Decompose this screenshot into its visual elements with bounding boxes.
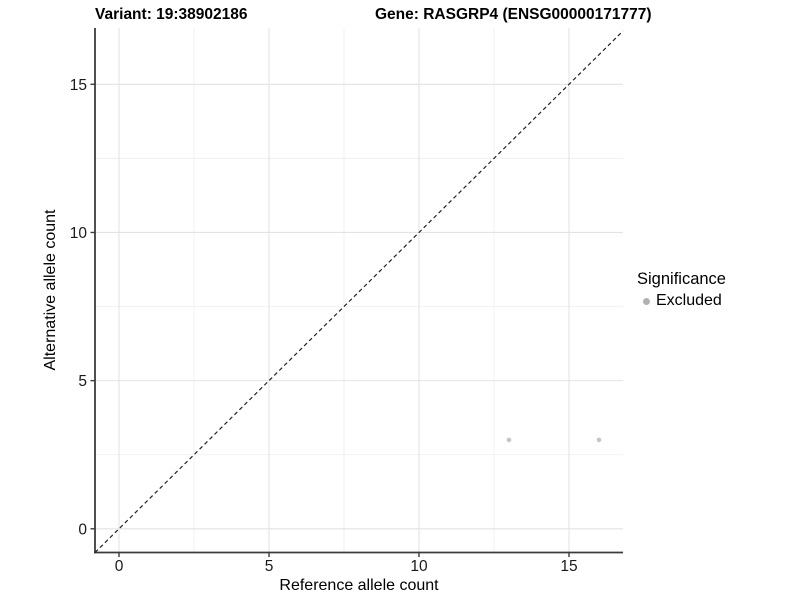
y-tick-label: 15 xyxy=(70,77,87,94)
y-axis-title: Alternative allele count xyxy=(42,209,59,371)
legend: Significance Excluded xyxy=(637,270,726,310)
legend-entry-label: Excluded xyxy=(656,292,722,309)
legend-key-dot xyxy=(643,297,650,305)
y-tick-label: 0 xyxy=(78,521,87,538)
variant-title: Variant: 19:38902186 xyxy=(95,6,248,23)
y-tick-label: 5 xyxy=(78,373,87,390)
x-tick-label: 0 xyxy=(115,558,124,575)
x-tick-label: 15 xyxy=(560,558,577,575)
identity-dashed-line xyxy=(94,30,624,553)
legend-entry: Excluded xyxy=(637,292,726,310)
gene-title: Gene: RASGRP4 (ENSG00000171777) xyxy=(375,6,652,23)
x-tick-label: 10 xyxy=(410,558,428,575)
x-axis-title: Reference allele count xyxy=(279,577,439,594)
y-tick-label: 10 xyxy=(70,225,88,242)
data-point xyxy=(596,437,602,443)
legend-entries: Excluded xyxy=(637,292,726,310)
data-point xyxy=(506,437,512,443)
legend-title: Significance xyxy=(637,270,726,288)
x-tick-label: 5 xyxy=(265,558,274,575)
